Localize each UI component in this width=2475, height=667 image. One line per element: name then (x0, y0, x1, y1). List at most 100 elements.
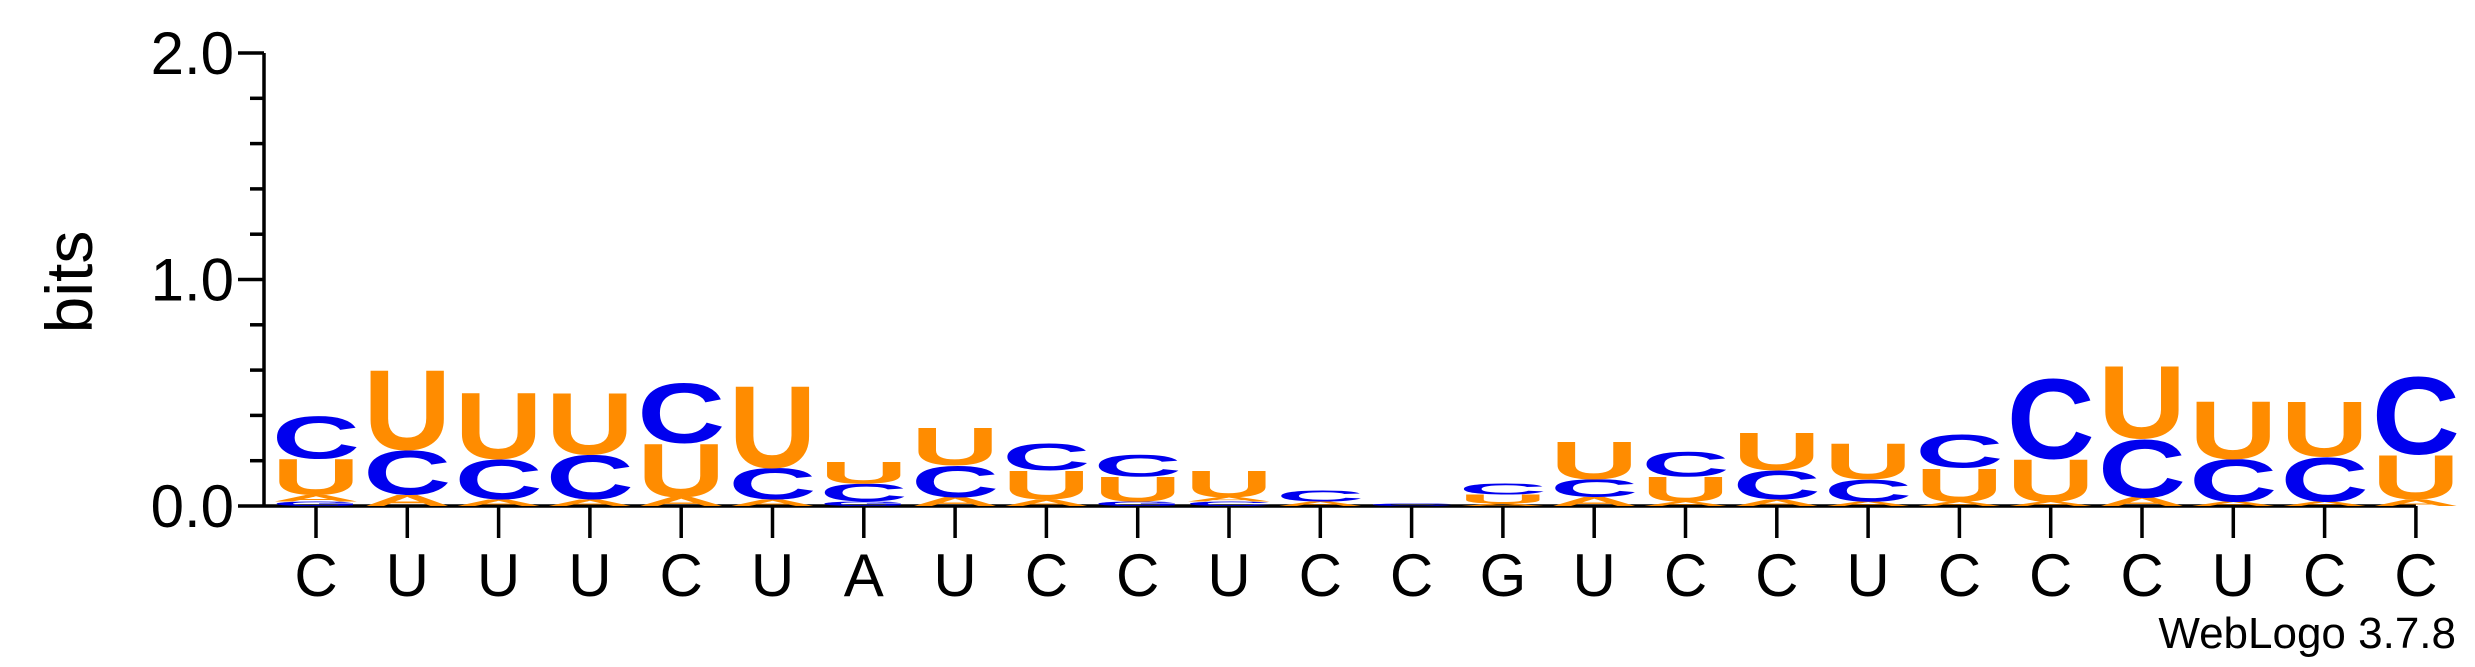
x-tick-label: C (2029, 542, 2072, 609)
logo-letter: U (2098, 343, 2186, 460)
x-tick-label: U (477, 542, 520, 609)
logo-letter: A (1550, 495, 1638, 509)
logo-letter: C (1642, 445, 1730, 484)
x-tick-label: C (1755, 542, 1798, 609)
logo-letter: C (363, 437, 451, 508)
logo-letter: C (2372, 355, 2460, 478)
logo-letter: C (1094, 448, 1182, 483)
logo-letter: U (272, 449, 360, 506)
logo-letter: U (1550, 431, 1638, 491)
logo-letter: C (1368, 503, 1456, 507)
logo-letter: U (820, 455, 908, 490)
logo-letter: U (2372, 442, 2460, 513)
x-tick-label: A (844, 542, 884, 609)
logo-letter: A (2281, 500, 2369, 507)
logo-letter: U (1642, 470, 1730, 509)
logo-letter: A (272, 493, 360, 504)
logo-letter: C (911, 457, 999, 506)
x-tick-label: C (1390, 542, 1433, 609)
logo-letter: A (1824, 500, 1912, 507)
logo-letter: U (363, 346, 451, 474)
logo-letter: A (911, 495, 999, 509)
logo-letter: U (1733, 422, 1821, 482)
x-tick-label: C (2120, 542, 2163, 609)
logo-letter: C (2281, 444, 2369, 515)
logo-letter: C (2189, 448, 2277, 515)
logo-letter: A (1459, 503, 1547, 507)
x-tick-label: C (2303, 542, 2346, 609)
logo-letter: U (2007, 448, 2095, 515)
logo-letter: C (1550, 474, 1638, 502)
logo-letter: U (1185, 463, 1273, 505)
logo-letter: C (729, 460, 817, 509)
logo-letter: U (1002, 463, 1090, 509)
logo-letter: U (1094, 470, 1182, 509)
x-tick-label: U (568, 542, 611, 609)
logo-letter: U (1915, 458, 2003, 511)
x-tick-label: U (1573, 542, 1616, 609)
y-axis-title: bits (32, 231, 106, 334)
logo-letter: A (455, 498, 543, 509)
logo-letter: A (1185, 496, 1273, 503)
logo-letter: A (1276, 500, 1364, 507)
logo-letter: U (637, 429, 725, 514)
logo-letter: U (2281, 385, 2369, 474)
logo-letter: C (2007, 355, 2095, 483)
logo-letter: G (1094, 500, 1182, 507)
x-tick-label: C (1664, 542, 1707, 609)
y-tick-label: 1.0 (151, 247, 234, 314)
logo-letter: C (1459, 481, 1547, 499)
logo-letter: A (1642, 500, 1730, 507)
x-tick-label: C (1025, 542, 1068, 609)
x-tick-label: C (1116, 542, 1159, 609)
logo-letter: C (2098, 423, 2186, 515)
x-tick-label: U (2212, 542, 2255, 609)
x-tick-label: C (294, 542, 337, 609)
logo-letter: C (820, 479, 908, 507)
logo-letter: C (1733, 463, 1821, 509)
x-tick-label: U (1207, 542, 1250, 609)
logo-letter: A (1915, 500, 2003, 507)
logo-letter: A (2098, 495, 2186, 509)
logo-letter: C (455, 448, 543, 512)
x-tick-label: G (1480, 542, 1527, 609)
logo-letter: U (729, 362, 817, 493)
logo-letter: C (1185, 500, 1273, 507)
logo-letter: U (1824, 433, 1912, 490)
logo-letter: A (1733, 498, 1821, 509)
logo-letter: U (455, 373, 543, 479)
logo-letter: U (546, 374, 634, 473)
x-tick-label: C (1938, 542, 1981, 609)
logo-letter: A (729, 498, 817, 509)
y-tick-label: 2.0 (151, 20, 234, 87)
logo-letter: A (2189, 500, 2277, 507)
y-tick-label: 0.0 (151, 473, 234, 540)
x-tick-label: U (933, 542, 976, 609)
logo-letter: C (546, 442, 634, 513)
x-tick-label: U (386, 542, 429, 609)
logo-letter: G (820, 500, 908, 507)
logo-letter: U (1459, 492, 1547, 506)
logo-letter: C (1276, 487, 1364, 505)
logo-letter: C (272, 405, 360, 472)
logo-letter: A (2007, 500, 2095, 507)
x-tick-label: U (1846, 542, 1889, 609)
x-tick-label: U (751, 542, 794, 609)
logo-letter: C (1002, 436, 1090, 478)
x-tick-label: C (1299, 542, 1342, 609)
credit: WebLogo 3.7.8 (2158, 609, 2456, 658)
logo-letter: A (2372, 498, 2460, 509)
logo-letter: C (1915, 424, 2003, 477)
logo-letter: A (637, 495, 725, 509)
logo-letter: C (637, 365, 725, 461)
logo-letter: G (272, 500, 360, 507)
logo-letter: U (911, 417, 999, 477)
logo-letter: U (2189, 385, 2277, 477)
logo-letter: A (1002, 498, 1090, 509)
x-tick-label: C (660, 542, 703, 609)
x-tick-label: C (2394, 542, 2437, 609)
logo-letter: C (1824, 473, 1912, 508)
logo-letter: A (363, 492, 451, 510)
logo-letter: A (546, 498, 634, 509)
